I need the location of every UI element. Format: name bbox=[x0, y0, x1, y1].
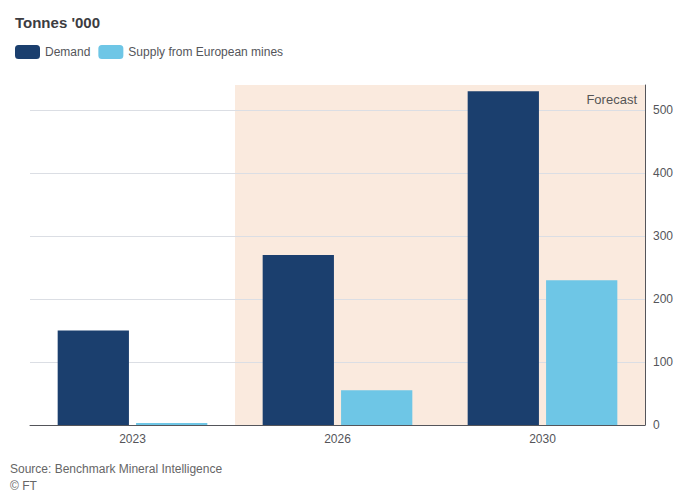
svg-text:Supply from European mines: Supply from European mines bbox=[128, 45, 283, 59]
svg-text:Tonnes '000: Tonnes '000 bbox=[15, 14, 100, 31]
svg-text:400: 400 bbox=[653, 166, 673, 180]
svg-text:500: 500 bbox=[653, 103, 673, 117]
svg-text:© FT: © FT bbox=[10, 479, 38, 493]
svg-text:Demand: Demand bbox=[45, 45, 90, 59]
svg-text:Forecast: Forecast bbox=[586, 92, 637, 107]
svg-text:200: 200 bbox=[653, 292, 673, 306]
svg-text:100: 100 bbox=[653, 355, 673, 369]
svg-text:2026: 2026 bbox=[324, 432, 351, 446]
svg-text:300: 300 bbox=[653, 229, 673, 243]
svg-text:2023: 2023 bbox=[119, 432, 146, 446]
svg-text:2030: 2030 bbox=[529, 432, 556, 446]
svg-text:Source: Benchmark Mineral Inte: Source: Benchmark Mineral Intelligence bbox=[10, 462, 222, 476]
svg-text:0: 0 bbox=[653, 418, 660, 432]
